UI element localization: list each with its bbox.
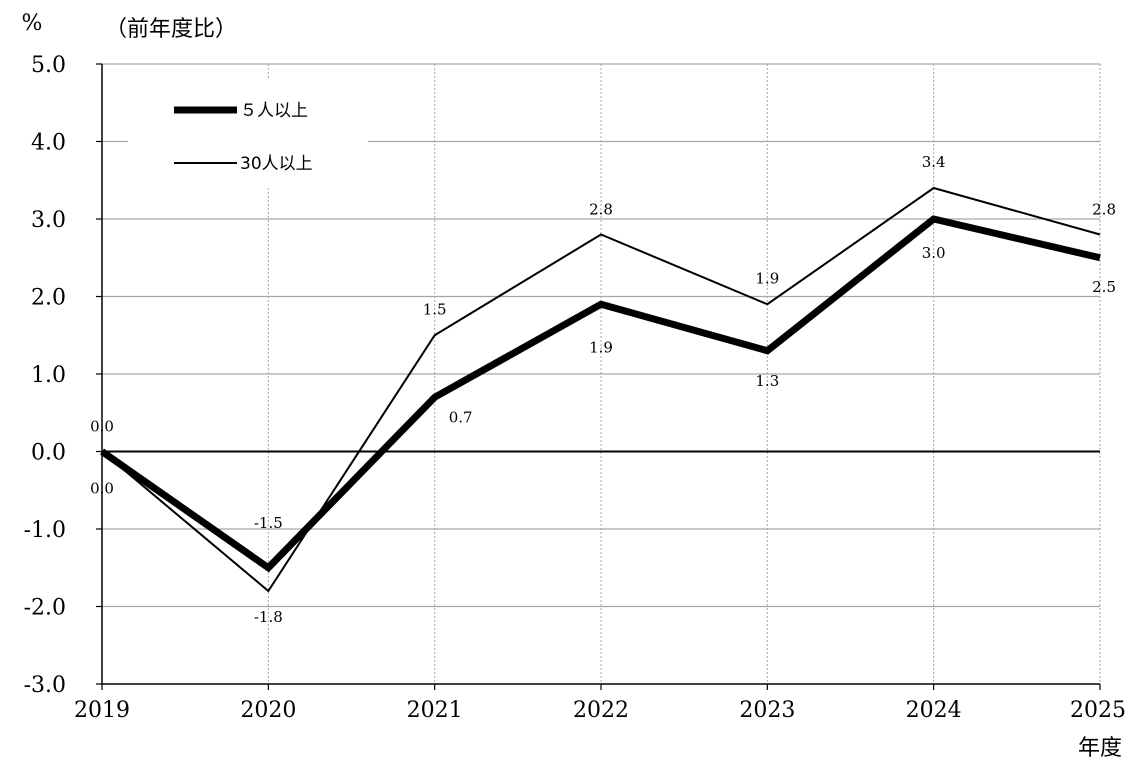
legend: ５人以上 30人以上 [128, 80, 368, 188]
x-unit-label: 年度 [1078, 736, 1122, 761]
y-unit-label: % [22, 11, 43, 36]
y-tick-label: 4.0 [31, 131, 66, 156]
data-label-5plus: 0.0 [90, 480, 114, 498]
y-note-label: （前年度比） [105, 17, 237, 42]
x-tick-label: 2020 [240, 698, 296, 723]
legend-background [128, 80, 368, 188]
data-label-30plus: 1.9 [755, 269, 779, 287]
x-tick-label: 2019 [74, 698, 130, 723]
x-tick-label: 2025 [1070, 698, 1126, 723]
data-label-30plus: 2.8 [589, 201, 613, 219]
x-tick-label: 2021 [407, 698, 463, 723]
data-label-5plus: -1.5 [254, 514, 283, 532]
x-tick-label: 2022 [573, 698, 629, 723]
series-line-30plus [101, 186, 1101, 593]
y-tick-label: 5.0 [31, 53, 66, 78]
y-tick-label: -2.0 [24, 596, 66, 621]
legend-label-30plus: 30人以上 [240, 154, 313, 174]
data-label-5plus: 1.3 [755, 372, 779, 390]
y-axis-ticks: 5.0 4.0 3.0 2.0 1.0 0.0 -1.0 -2.0 -3.0 [24, 53, 102, 698]
data-labels: 0.0 -1.8 1.5 2.8 1.9 3.4 2.8 0.0 -1.5 0.7 1.9 1.3 3.… [90, 153, 1116, 626]
data-label-30plus: 3.4 [922, 153, 946, 171]
y-tick-label: 3.0 [31, 208, 66, 233]
x-tick-label: 2023 [739, 698, 795, 723]
data-label-30plus: 1.5 [423, 300, 447, 318]
x-axis-ticks: 2019 2020 2021 2022 2023 2024 2025 [74, 684, 1126, 723]
data-label-30plus: 2.8 [1092, 201, 1116, 219]
y-tick-label: -3.0 [24, 673, 66, 698]
vertical-gridlines [267, 64, 1101, 684]
y-tick-label: 1.0 [31, 363, 66, 388]
data-label-5plus: 3.0 [922, 244, 946, 262]
x-tick-label: 2024 [906, 698, 962, 723]
data-label-30plus: 0.0 [90, 418, 114, 436]
y-tick-label: 2.0 [31, 286, 66, 311]
data-label-5plus: 2.5 [1092, 278, 1116, 296]
data-label-30plus: -1.8 [254, 608, 283, 626]
data-label-5plus: 0.7 [449, 408, 473, 426]
y-tick-label: -1.0 [24, 518, 66, 543]
legend-label-5plus: ５人以上 [240, 101, 308, 121]
y-tick-label: 0.0 [31, 441, 66, 466]
series-lines [99, 186, 1101, 593]
data-label-5plus: 1.9 [589, 338, 613, 356]
series-line-5plus [99, 215, 1101, 573]
